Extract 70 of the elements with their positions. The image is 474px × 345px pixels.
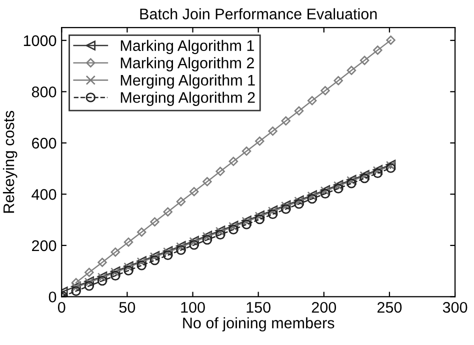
- point: [150, 217, 160, 226]
- point: [98, 258, 107, 267]
- point: [215, 230, 226, 240]
- point: [281, 116, 290, 126]
- point: [360, 173, 370, 184]
- point: [189, 187, 199, 196]
- point: [268, 209, 278, 220]
- point: [294, 106, 304, 116]
- x-tick-label: 0: [58, 302, 66, 313]
- x-tick-label: 250: [377, 302, 402, 313]
- point: [202, 234, 212, 245]
- y-tick-label: 1000: [24, 35, 56, 46]
- x-tick-label: 100: [181, 302, 205, 313]
- chart-title: Batch Join Performance Evaluation: [140, 8, 377, 20]
- point: [176, 245, 186, 255]
- point: [307, 96, 317, 106]
- legend-label: Merging Algorithm 2: [120, 92, 255, 106]
- point: [346, 66, 356, 76]
- legend-label: Merging Algorithm 1: [120, 74, 255, 89]
- point: [136, 260, 146, 270]
- point: [163, 207, 172, 216]
- point: [255, 136, 264, 146]
- x-tick-label: 150: [246, 302, 270, 313]
- point: [307, 194, 317, 204]
- point: [216, 166, 225, 176]
- x-axis-title: No of joining members: [183, 317, 334, 332]
- point: [254, 214, 265, 224]
- point: [360, 56, 370, 66]
- point: [386, 36, 396, 45]
- legend-label: Marking Algorithm 1: [120, 40, 254, 54]
- point: [150, 255, 160, 266]
- point: [110, 270, 120, 281]
- point: [110, 247, 120, 257]
- point: [373, 46, 382, 55]
- point: [124, 237, 134, 247]
- point: [176, 196, 186, 206]
- y-tick-label: 800: [32, 86, 56, 98]
- point: [320, 86, 330, 96]
- x-tick-label: 300: [442, 302, 468, 313]
- point: [228, 224, 238, 234]
- point: [124, 266, 134, 276]
- x-tick-label: 200: [312, 302, 336, 313]
- point: [162, 250, 173, 260]
- point: [372, 168, 383, 178]
- point: [242, 146, 252, 156]
- point: [334, 76, 343, 86]
- x-tick-label: 50: [119, 302, 136, 313]
- point: [281, 204, 291, 214]
- y-tick-label: 400: [32, 189, 56, 200]
- point: [294, 199, 304, 209]
- point: [346, 178, 356, 188]
- point: [386, 163, 396, 173]
- y-tick-label: 200: [32, 240, 56, 252]
- y-tick-label: 600: [32, 138, 56, 149]
- point: [136, 227, 146, 237]
- y-axis-title: Rekeying costs: [2, 110, 18, 213]
- point: [71, 286, 81, 296]
- point: [71, 278, 81, 288]
- point: [320, 188, 330, 199]
- point: [242, 220, 252, 230]
- legend-label: Marking Algorithm 2: [120, 57, 254, 72]
- point: [84, 281, 94, 291]
- point: [97, 276, 108, 286]
- point: [84, 268, 94, 277]
- point: [189, 240, 199, 250]
- y-tick-label: 0: [48, 292, 56, 302]
- point: [228, 156, 238, 166]
- point: [202, 177, 212, 186]
- point: [333, 184, 344, 194]
- point: [268, 126, 278, 136]
